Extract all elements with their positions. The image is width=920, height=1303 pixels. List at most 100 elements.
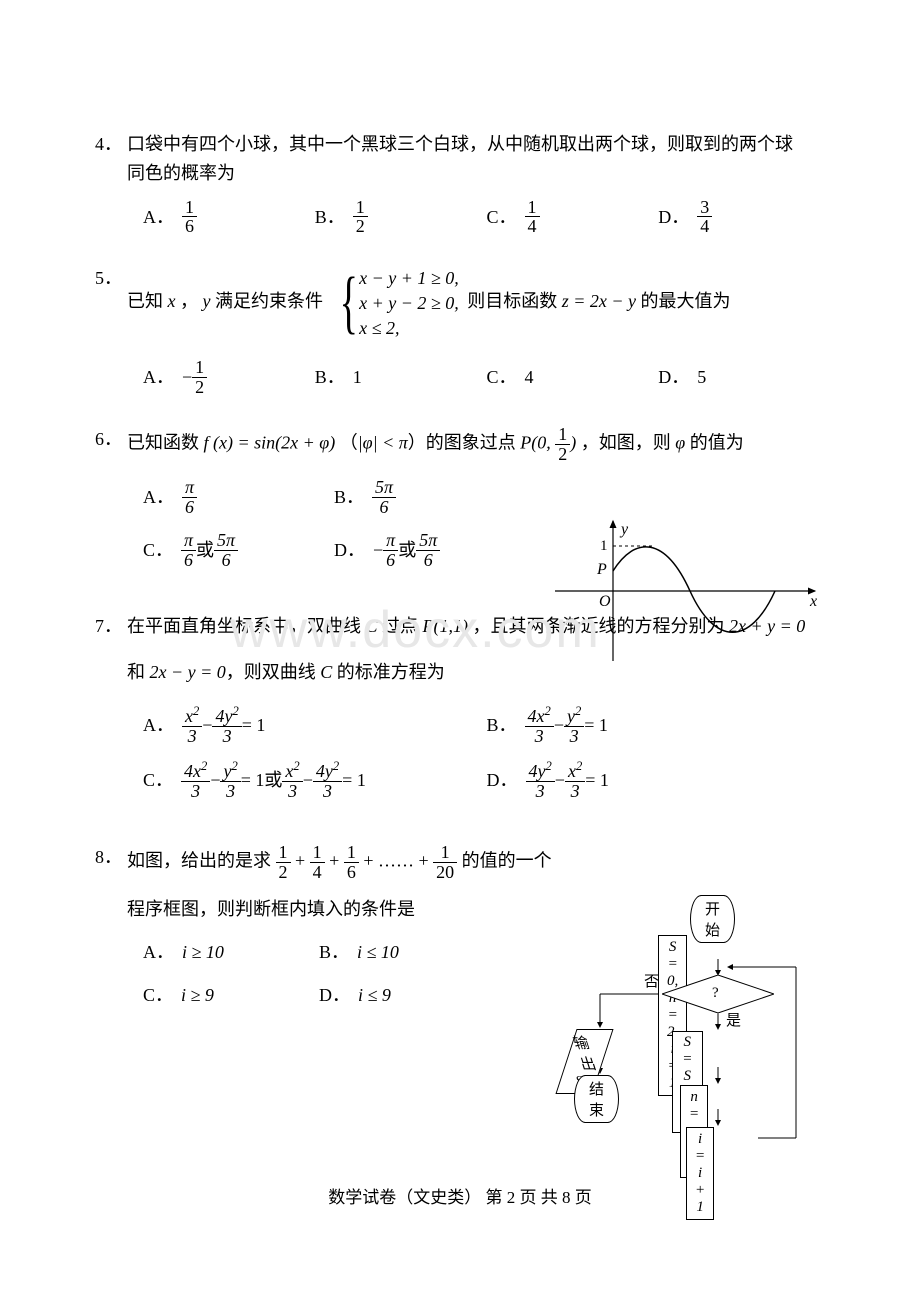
text-fragment: 的最大值为	[636, 292, 731, 312]
denominator: 3	[220, 782, 240, 801]
text-fragment: 过点	[378, 616, 423, 636]
text-fragment: 满足约束条件	[211, 292, 324, 312]
brace-icon: {	[339, 264, 357, 342]
fraction: 4x23	[525, 705, 554, 746]
equals-1: = 1	[584, 711, 608, 740]
option-value: 5	[697, 363, 706, 392]
var-x: x	[168, 292, 176, 312]
option-d: D． 34	[658, 198, 830, 237]
option-c: C． 4	[487, 358, 659, 397]
options-block: A． x23 − 4y23 = 1 B． 4x23 − y23 = 1 C． 4…	[95, 705, 830, 815]
var: 4x	[528, 706, 545, 726]
numerator: 1	[555, 425, 570, 445]
problem-number: 8．	[95, 843, 127, 925]
option-label: B．	[487, 711, 517, 740]
decision-q: ?	[712, 985, 719, 1002]
asymptote-2: 2x − y = 0	[150, 662, 226, 682]
denominator: 3	[565, 782, 585, 801]
text-fragment: 的值的一个	[462, 850, 552, 870]
abs-expr: |φ| < π	[358, 433, 408, 453]
problem-stem: 已知 x ， y 满足约束条件 { x − y + 1 ≥ 0, x + y −…	[127, 264, 830, 342]
function-expr: f (x) = sin(2x + φ)	[204, 433, 336, 453]
var: x	[568, 761, 576, 781]
option-a: A． −12	[143, 358, 315, 397]
option-b: B． 12	[315, 198, 487, 237]
option-b: B． 1	[315, 358, 487, 397]
sign: −	[554, 711, 564, 740]
option-value: i ≤ 9	[358, 981, 391, 1010]
numerator: 1	[182, 198, 197, 218]
or-text: 或	[398, 536, 416, 565]
option-d: D． 5	[658, 358, 830, 397]
numerator: 4y2	[212, 705, 241, 727]
text-fragment: 则目标函数	[467, 292, 562, 312]
option-a: A． π6	[143, 478, 334, 517]
option-label: B．	[334, 483, 364, 512]
var: 4y	[215, 706, 232, 726]
numerator: 5π	[372, 478, 396, 498]
minus-sign: −	[373, 536, 383, 565]
option-label: D．	[334, 536, 365, 565]
numerator: 4y2	[313, 760, 342, 782]
fraction: y23	[220, 760, 240, 801]
or-text: 或	[264, 766, 282, 795]
option-d: D． i ≤ 9	[319, 981, 495, 1010]
option-label: B．	[319, 938, 349, 967]
numerator: 4y2	[526, 760, 555, 782]
fraction: 14	[310, 843, 325, 882]
fraction: 12	[192, 358, 207, 397]
point-p: P(1,1)	[423, 616, 468, 636]
fraction: π6	[182, 478, 197, 517]
numerator: π	[182, 478, 197, 498]
constraint-system: { x − y + 1 ≥ 0, x + y − 2 ≥ 0, x ≤ 2,	[332, 264, 459, 342]
y-axis-label: y	[619, 521, 629, 538]
option-b: B． 4x23 − y23 = 1	[487, 705, 831, 746]
fraction: 5π6	[372, 478, 396, 517]
denominator: 4	[310, 863, 325, 882]
option-c: C． π6 或 5π6	[143, 531, 334, 570]
denominator: 3	[313, 782, 342, 801]
option-b: B． 5π6	[334, 478, 525, 517]
equals-1: = 1	[242, 711, 266, 740]
var: 4y	[529, 761, 546, 781]
fraction: 4y23	[526, 760, 555, 801]
denominator: 3	[282, 782, 302, 801]
option-d: D． −π6 或 5π6	[334, 531, 525, 570]
options-row: A． 16 B． 12 C． 14 D． 34	[95, 198, 830, 237]
yes-label: 是	[726, 1009, 741, 1030]
option-d: D． 4y23 − x23 = 1	[487, 760, 831, 801]
var: x	[185, 706, 193, 726]
option-c: C． 14	[487, 198, 659, 237]
numerator: 1	[344, 843, 359, 863]
option-label: B．	[315, 363, 345, 392]
stem-line-2: 同色的概率为	[127, 163, 235, 183]
fraction: 12	[276, 843, 291, 882]
fraction: 5π6	[416, 531, 440, 570]
numerator: π	[383, 531, 398, 551]
option-label: A．	[143, 203, 174, 232]
fraction: x23	[282, 760, 302, 801]
denominator: 6	[181, 551, 196, 570]
numerator: 3	[697, 198, 712, 218]
var: 4y	[316, 761, 333, 781]
text-fragment: 已知函数	[127, 433, 204, 453]
option-value: i ≥ 10	[182, 938, 224, 967]
output-text: 输出	[570, 1032, 599, 1074]
text-fragment: 在平面直角坐标系中，双曲线	[127, 616, 366, 636]
denominator: 4	[697, 217, 712, 236]
options-block: A． π6 B． 5π6 C． π6 或 5π6 D． −π6 或 5π6	[95, 478, 525, 584]
option-label: C．	[487, 363, 517, 392]
option-label: D．	[487, 766, 518, 795]
flowchart-start: 开始	[690, 895, 735, 943]
option-c: C． i ≥ 9	[143, 981, 319, 1010]
denominator: 6	[344, 863, 359, 882]
option-c: C． 4x23 − y23 = 1 或 x23 − 4y23 = 1	[143, 760, 487, 801]
denominator: 3	[181, 782, 210, 801]
fraction: π6	[181, 531, 196, 570]
or-text: 或	[196, 536, 214, 565]
problem-number: 4．	[95, 130, 127, 188]
stem-line-1: 口袋中有四个小球，其中一个黑球三个白球，从中随机取出两个球，则取到的两个球	[127, 134, 793, 154]
text-fragment: ，如图，则	[576, 433, 675, 453]
x-axis-label: x	[809, 593, 817, 610]
option-label: D．	[658, 203, 689, 232]
